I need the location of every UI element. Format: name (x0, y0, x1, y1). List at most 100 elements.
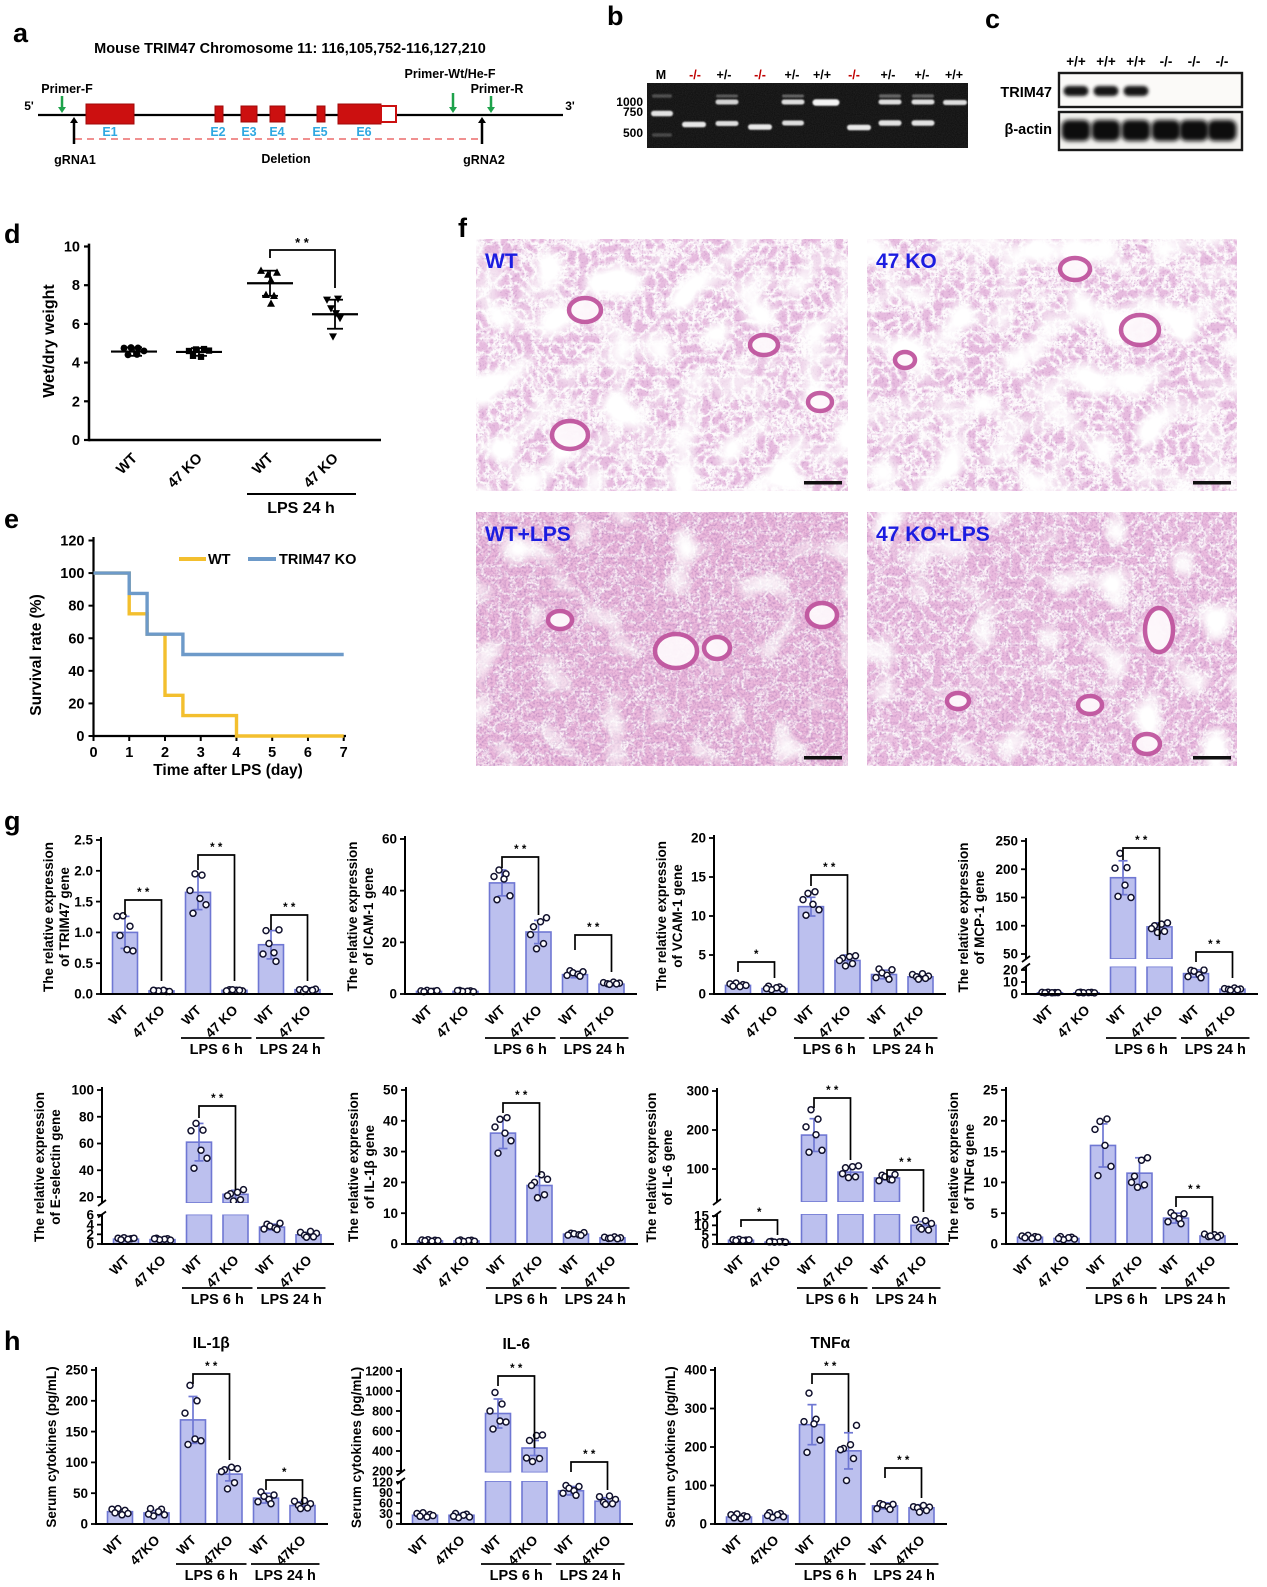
svg-text:* *: * * (1208, 939, 1221, 951)
svg-text:400: 400 (684, 1363, 707, 1378)
svg-text:47 KO: 47 KO (275, 1003, 313, 1041)
svg-text:0: 0 (80, 1517, 88, 1532)
svg-text:0: 0 (72, 433, 80, 449)
svg-text:20: 20 (1003, 963, 1018, 978)
svg-text:+/-: +/- (915, 68, 930, 82)
svg-text:150: 150 (995, 890, 1018, 905)
svg-text:100: 100 (684, 1478, 707, 1493)
svg-text:2: 2 (86, 1227, 94, 1242)
svg-text:LPS 6 h: LPS 6 h (804, 1568, 857, 1584)
svg-text:47 KO: 47 KO (506, 1003, 544, 1041)
svg-text:* *: * * (514, 844, 527, 856)
svg-text:-/-: -/- (848, 68, 860, 82)
svg-text:-/-: -/- (1188, 54, 1201, 69)
svg-text:20: 20 (79, 1190, 94, 1205)
svg-text:47 KO: 47 KO (202, 1003, 240, 1041)
svg-text:-/-: -/- (1160, 54, 1173, 69)
svg-text:+/+: +/+ (1066, 54, 1086, 69)
svg-text:of VCAM-1 gene: of VCAM-1 gene (670, 864, 685, 968)
svg-text:0: 0 (89, 745, 97, 761)
svg-text:0.0: 0.0 (74, 987, 93, 1002)
svg-text:47KO: 47KO (578, 1533, 614, 1569)
svg-text:LPS 6 h: LPS 6 h (803, 1042, 856, 1058)
svg-text:E4: E4 (269, 125, 284, 139)
svg-text:25: 25 (983, 1083, 999, 1098)
svg-text:LPS 24 h: LPS 24 h (874, 1568, 935, 1584)
svg-text:LPS 24 h: LPS 24 h (261, 1292, 322, 1308)
svg-text:47 KO: 47 KO (579, 1003, 617, 1041)
svg-text:LPS 24 h: LPS 24 h (255, 1568, 316, 1584)
svg-text:β-actin: β-actin (1004, 122, 1052, 138)
svg-text:47 KO: 47 KO (130, 1253, 168, 1291)
svg-text:47 KO: 47 KO (276, 1253, 314, 1291)
svg-text:47 KO: 47 KO (1127, 1003, 1165, 1041)
svg-text:40: 40 (382, 883, 397, 898)
svg-text:M: M (656, 68, 666, 82)
svg-text:* *: * * (283, 902, 296, 914)
svg-text:3': 3' (565, 99, 575, 113)
svg-text:Serum cytokines (pg/mL): Serum cytokines (pg/mL) (44, 1366, 59, 1527)
svg-text:e: e (4, 504, 19, 534)
svg-text:* *: * * (211, 1093, 224, 1105)
svg-text:LPS 24 h: LPS 24 h (1185, 1042, 1246, 1058)
svg-text:WT+LPS: WT+LPS (485, 523, 571, 546)
svg-text:E2: E2 (210, 125, 225, 139)
svg-text:f: f (458, 213, 468, 243)
svg-text:200: 200 (372, 1465, 393, 1479)
svg-text:5': 5' (24, 99, 34, 113)
svg-text:2: 2 (72, 394, 80, 410)
svg-text:*: * (757, 1207, 762, 1219)
svg-text:120: 120 (372, 1476, 393, 1490)
svg-text:LPS 6 h: LPS 6 h (1115, 1042, 1168, 1058)
svg-text:47 KO: 47 KO (1180, 1253, 1218, 1291)
svg-text:60: 60 (382, 832, 397, 847)
svg-text:200: 200 (684, 1440, 707, 1455)
svg-text:WT: WT (410, 1002, 436, 1028)
svg-text:200: 200 (995, 862, 1018, 877)
svg-text:* *: * * (583, 1449, 596, 1461)
svg-text:20: 20 (383, 1175, 398, 1190)
svg-text:200: 200 (65, 1394, 88, 1409)
svg-text:LPS 24 h: LPS 24 h (260, 1042, 321, 1058)
svg-text:100: 100 (995, 918, 1018, 933)
svg-text:WT: WT (252, 1002, 278, 1028)
svg-text:LPS 6 h: LPS 6 h (191, 1292, 244, 1308)
svg-text:* *: * * (205, 1361, 218, 1373)
svg-text:LPS 24 h: LPS 24 h (560, 1568, 621, 1584)
svg-text:47 KO: 47 KO (888, 1003, 926, 1041)
svg-text:LPS 24 h: LPS 24 h (267, 500, 335, 517)
svg-text:47 KO: 47 KO (507, 1253, 545, 1291)
svg-text:150: 150 (65, 1424, 88, 1439)
svg-text:40: 40 (68, 664, 84, 680)
svg-text:LPS 6 h: LPS 6 h (190, 1042, 243, 1058)
svg-text:0: 0 (86, 1237, 94, 1252)
svg-text:Time after LPS (day): Time after LPS (day) (153, 762, 303, 779)
svg-text:* *: * * (515, 1090, 528, 1102)
svg-text:20: 20 (983, 1114, 998, 1129)
svg-text:0.5: 0.5 (74, 956, 93, 971)
svg-text:40: 40 (383, 1114, 398, 1129)
svg-text:1200: 1200 (365, 1365, 393, 1379)
svg-text:The relative expression: The relative expression (946, 1092, 961, 1242)
svg-text:* *: * * (587, 922, 600, 934)
svg-text:+/-: +/- (785, 68, 800, 82)
svg-text:47 KO: 47 KO (891, 1253, 929, 1291)
svg-text:1.5: 1.5 (74, 894, 93, 909)
svg-text:750: 750 (623, 105, 643, 119)
svg-text:WT: WT (174, 1532, 200, 1558)
svg-text:E5: E5 (312, 125, 327, 139)
svg-text:LPS 6 h: LPS 6 h (494, 1042, 547, 1058)
svg-text:Mouse TRIM47 Chromosome 11: 11: Mouse TRIM47 Chromosome 11: 116,105,752-… (94, 41, 486, 57)
svg-text:6: 6 (86, 1208, 94, 1223)
svg-text:47 KO: 47 KO (1034, 1253, 1072, 1291)
svg-text:120: 120 (60, 534, 84, 550)
svg-text:LPS 6 h: LPS 6 h (495, 1292, 548, 1308)
svg-text:1: 1 (125, 745, 133, 761)
svg-text:47KO: 47KO (819, 1533, 855, 1569)
svg-text:80: 80 (79, 1109, 94, 1124)
svg-text:*: * (282, 1467, 287, 1479)
svg-text:5: 5 (990, 1206, 998, 1221)
svg-text:WT: WT (722, 1252, 748, 1278)
svg-text:TRIM47 KO: TRIM47 KO (279, 552, 356, 568)
svg-text:* *: * * (210, 842, 223, 854)
